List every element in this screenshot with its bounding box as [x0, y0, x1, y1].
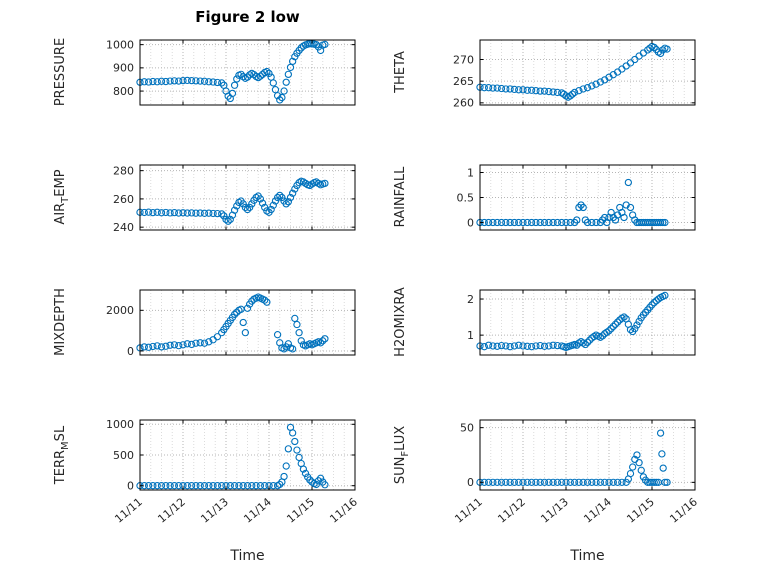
svg-text:265: 265: [453, 75, 474, 88]
svg-text:260: 260: [113, 193, 134, 206]
figure-title: Figure 2 low: [195, 8, 300, 26]
svg-text:1000: 1000: [106, 38, 134, 51]
terrmsl-chart: 0 500 1000 11/11 11/12 11/13 11/14 11/15 11/16: [106, 418, 360, 526]
mixdepth-chart: 0 2000: [106, 289, 356, 358]
svg-text:11/14: 11/14: [581, 495, 614, 525]
svg-text:0.5: 0.5: [457, 191, 475, 204]
svg-text:0: 0: [127, 480, 134, 493]
ylabel-rainfall: RAINFALL: [393, 166, 409, 228]
svg-text:270: 270: [453, 53, 474, 66]
ylabel-theta: THETA: [393, 51, 409, 93]
svg-text:800: 800: [113, 85, 134, 98]
svg-text:1000: 1000: [106, 418, 134, 431]
theta-chart: 260 265 270: [453, 39, 696, 110]
svg-text:11/11: 11/11: [452, 495, 485, 525]
svg-text:0: 0: [467, 476, 474, 489]
svg-text:280: 280: [113, 165, 134, 178]
svg-text:11/12: 11/12: [155, 495, 188, 525]
svg-text:900: 900: [113, 62, 134, 75]
svg-text:11/11: 11/11: [112, 495, 145, 525]
airtemp-chart: 240 260 280: [113, 164, 356, 234]
xlabel-right: Time: [570, 548, 605, 564]
h2omixra-chart: 12: [467, 289, 696, 356]
ylabel-h2omixra: H2OMIXRA: [393, 287, 409, 357]
ylabel-sunflux: SUNFLUX: [393, 425, 411, 485]
svg-text:0: 0: [127, 345, 134, 358]
svg-text:11/13: 11/13: [198, 495, 231, 525]
svg-text:2000: 2000: [106, 304, 134, 317]
svg-text:11/15: 11/15: [284, 495, 317, 525]
svg-text:500: 500: [113, 449, 134, 462]
ylabel-mixdepth: MIXDEPTH: [53, 288, 69, 356]
sunflux-chart: 0 50 11/11 11/12 11/13 11/14 11/15 11/16: [452, 419, 700, 526]
svg-text:11/16: 11/16: [667, 495, 700, 525]
ylabel-pressure: PRESSURE: [53, 37, 69, 107]
svg-text:2: 2: [467, 293, 474, 306]
ylabel-terrmsl: TERRMSL: [53, 425, 71, 485]
svg-text:0: 0: [467, 216, 474, 229]
rainfall-chart: 00.51: [457, 164, 696, 231]
ylabel-airtemp: AIRTEMP: [53, 169, 71, 225]
pressure-chart: 800 900 1000: [106, 38, 356, 106]
svg-text:11/12: 11/12: [495, 495, 528, 525]
svg-text:260: 260: [453, 97, 474, 110]
svg-text:50: 50: [460, 422, 474, 435]
xlabel-left: Time: [230, 548, 265, 564]
svg-text:11/13: 11/13: [538, 495, 571, 525]
svg-text:240: 240: [113, 221, 134, 234]
svg-text:11/16: 11/16: [327, 495, 360, 525]
svg-text:11/15: 11/15: [624, 495, 657, 525]
svg-text:1: 1: [467, 166, 474, 179]
svg-text:1: 1: [467, 329, 474, 342]
svg-text:11/14: 11/14: [241, 495, 274, 525]
